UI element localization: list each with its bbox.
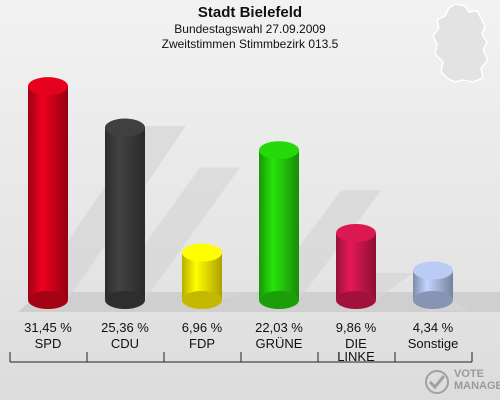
value-label: 6,96 % bbox=[182, 320, 223, 335]
bar-base bbox=[28, 291, 68, 309]
category-label: LINKE bbox=[337, 349, 375, 364]
germany-map-icon bbox=[432, 3, 489, 83]
vote-manager-logo: VOTE MANAGER bbox=[424, 368, 500, 398]
value-label: 4,34 % bbox=[413, 320, 454, 335]
category-label: GRÜNE bbox=[256, 336, 303, 351]
check-mark-icon bbox=[425, 370, 449, 394]
bar-body bbox=[259, 150, 299, 300]
chart-subtitle: Bundestagswahl 27.09.2009 bbox=[174, 22, 326, 36]
bar-grüne bbox=[259, 141, 299, 309]
category-label: DIE bbox=[345, 336, 367, 351]
value-label: 22,03 % bbox=[255, 320, 303, 335]
bar-top bbox=[336, 223, 376, 242]
bar-fdp bbox=[182, 243, 222, 309]
bar-body bbox=[105, 127, 145, 300]
category-label: SPD bbox=[35, 336, 62, 351]
bar-top bbox=[105, 118, 145, 137]
bar-die-linke bbox=[336, 223, 376, 309]
bar-top bbox=[28, 77, 68, 96]
bar-top bbox=[259, 141, 299, 160]
bar-base bbox=[413, 291, 453, 309]
category-label: FDP bbox=[189, 336, 215, 351]
bar-top bbox=[182, 243, 222, 262]
bar-base bbox=[182, 291, 222, 309]
bar-spd bbox=[28, 77, 68, 309]
logo-line-1: VOTE bbox=[454, 368, 484, 380]
value-label: 31,45 % bbox=[24, 320, 72, 335]
value-label: 25,36 % bbox=[101, 320, 149, 335]
bar-top bbox=[413, 261, 453, 280]
bar-sonstige bbox=[413, 261, 453, 309]
chart-title: Stadt Bielefeld bbox=[197, 4, 303, 21]
value-label: 9,86 % bbox=[336, 320, 377, 335]
bar-body bbox=[28, 86, 68, 300]
bar-body bbox=[336, 232, 376, 300]
bar-base bbox=[105, 291, 145, 309]
category-label: CDU bbox=[111, 336, 139, 351]
bar-base bbox=[336, 291, 376, 309]
chart-subtitle-2: Zweitstimmen Stimmbezirk 013.5 bbox=[161, 37, 339, 51]
category-label: Sonstige bbox=[408, 336, 459, 351]
bar-base bbox=[259, 291, 299, 309]
bar-cdu bbox=[105, 118, 145, 309]
logo-line-2: MANAGER bbox=[454, 380, 500, 392]
